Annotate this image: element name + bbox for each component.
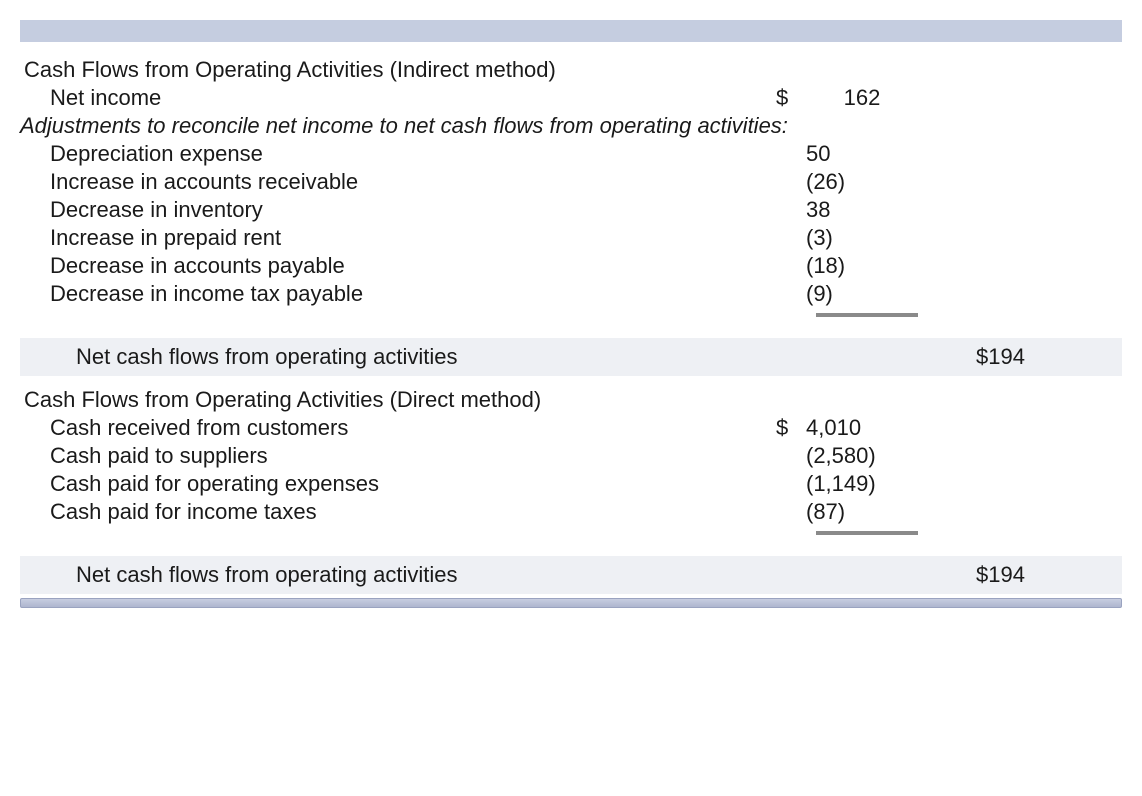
table-row: Cash paid for operating expenses (1,149) — [20, 470, 1122, 498]
line-label: Cash paid to suppliers — [46, 442, 772, 470]
line-value: (26) — [802, 168, 922, 196]
section-heading: Cash Flows from Operating Activities (In… — [20, 56, 772, 84]
table-row: Cash paid to suppliers (2,580) — [20, 442, 1122, 470]
line-label: Decrease in accounts payable — [46, 252, 772, 280]
line-label: Net income — [46, 84, 772, 112]
line-value: 38 — [802, 196, 922, 224]
line-value: (1,149) — [802, 470, 922, 498]
table-row: Cash received from customers $ 4,010 — [20, 414, 1122, 442]
table-row: Increase in accounts receivable (26) — [20, 168, 1122, 196]
cash-flow-table: Cash Flows from Operating Activities (In… — [20, 56, 1122, 594]
line-value: 4,010 — [802, 414, 922, 442]
table-row: Increase in prepaid rent (3) — [20, 224, 1122, 252]
table-row: Decrease in accounts payable (18) — [20, 252, 1122, 280]
table-row: Cash paid for income taxes (87) — [20, 498, 1122, 526]
adjustments-note: Adjustments to reconcile net income to n… — [20, 112, 922, 140]
dollar-sign: $ — [772, 84, 802, 112]
table-row: Depreciation expense 50 — [20, 140, 1122, 168]
line-value: 162 — [802, 84, 922, 112]
line-label: Increase in prepaid rent — [46, 224, 772, 252]
section-heading: Cash Flows from Operating Activities (Di… — [20, 386, 772, 414]
dollar-sign: $ — [772, 414, 802, 442]
bottom-scrollbar — [20, 598, 1122, 608]
total-row: Net cash flows from operating activities… — [20, 556, 1122, 594]
line-value: (3) — [802, 224, 922, 252]
table-row: Adjustments to reconcile net income to n… — [20, 112, 1122, 140]
dollar-sign — [772, 470, 802, 498]
line-label: Cash paid for operating expenses — [46, 470, 772, 498]
table-row: Decrease in income tax payable (9) — [20, 280, 1122, 308]
line-value: (18) — [802, 252, 922, 280]
line-value: 50 — [802, 140, 922, 168]
line-label: Decrease in income tax payable — [46, 280, 772, 308]
total-value: $194 — [972, 556, 1052, 594]
subtotal-rule — [816, 531, 918, 535]
line-label: Decrease in inventory — [46, 196, 772, 224]
table-row — [20, 526, 1122, 536]
line-label: Increase in accounts receivable — [46, 168, 772, 196]
line-label: Depreciation expense — [46, 140, 772, 168]
total-row: Net cash flows from operating activities… — [20, 338, 1122, 376]
table-row: Net income $ 162 — [20, 84, 1122, 112]
line-value: (87) — [802, 498, 922, 526]
line-label: Cash received from customers — [46, 414, 772, 442]
line-value: (2,580) — [802, 442, 922, 470]
line-value: (9) — [802, 280, 922, 308]
table-row: Cash Flows from Operating Activities (Di… — [20, 386, 1122, 414]
dollar-sign — [772, 442, 802, 470]
total-value: $194 — [972, 338, 1052, 376]
table-row: Decrease in inventory 38 — [20, 196, 1122, 224]
subtotal-rule — [816, 313, 918, 317]
table-row — [20, 308, 1122, 318]
total-label: Net cash flows from operating activities — [72, 338, 772, 376]
dollar-sign — [772, 498, 802, 526]
total-label: Net cash flows from operating activities — [72, 556, 772, 594]
table-row: Cash Flows from Operating Activities (In… — [20, 56, 1122, 84]
header-band — [20, 20, 1122, 42]
line-label: Cash paid for income taxes — [46, 498, 772, 526]
